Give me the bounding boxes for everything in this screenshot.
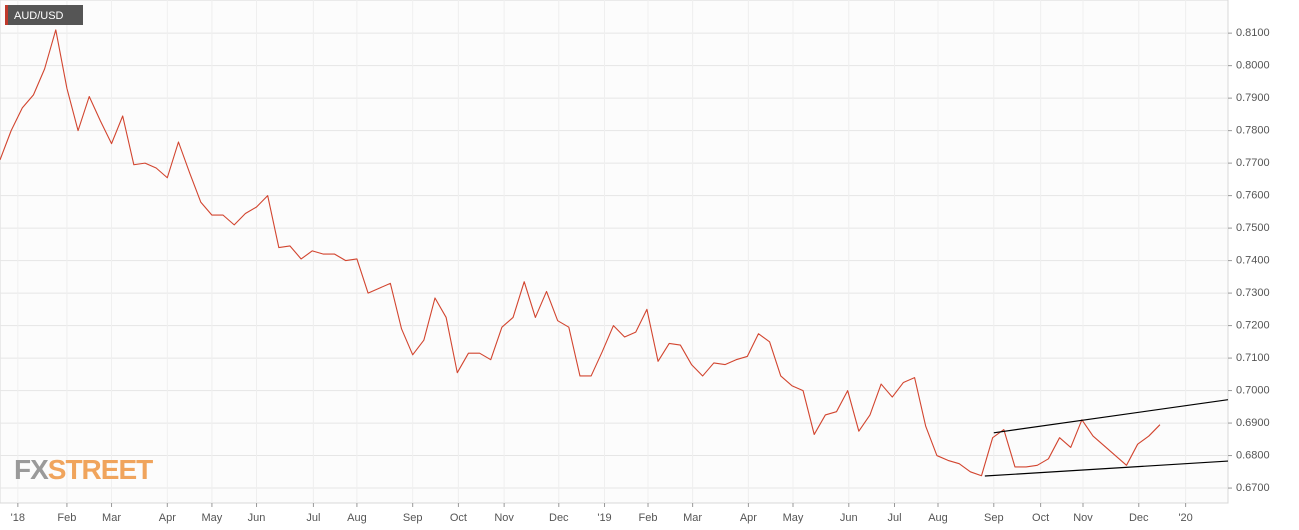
y-tick-label: 0.6800 [1236, 449, 1270, 461]
logo-prefix: FXSTREET [14, 454, 153, 485]
trend-line [993, 399, 1229, 434]
x-tick-label: Mar [683, 512, 702, 524]
x-tick-label: Mar [102, 512, 121, 524]
price-line [0, 29, 1161, 477]
x-tick-label: Nov [1073, 512, 1093, 524]
y-tick-label: 0.7600 [1236, 190, 1270, 202]
x-tick-label: Feb [57, 512, 76, 524]
label-box [5, 5, 83, 25]
y-tick-label: 0.6900 [1236, 417, 1270, 429]
series-label: AUD/USD [5, 5, 83, 25]
x-tick-label: Aug [347, 512, 367, 524]
logo-suffix-text: STREET [48, 454, 153, 485]
y-tick-label: 0.7700 [1236, 157, 1270, 169]
logo: FXSTREET [14, 454, 154, 485]
y-tick-label: 0.7900 [1236, 92, 1270, 104]
x-tick-label: '19 [597, 512, 611, 524]
x-tick-label: Feb [639, 512, 658, 524]
marks [0, 29, 1229, 477]
y-tick-label: 0.6700 [1236, 482, 1270, 494]
x-tick-label: Jun [840, 512, 858, 524]
y-tick-label: 0.8000 [1236, 60, 1270, 72]
x-tick-label: Nov [494, 512, 514, 524]
x-tick-label: '20 [1178, 512, 1192, 524]
y-tick-label: 0.7800 [1236, 125, 1270, 137]
trend-line [984, 460, 1229, 477]
x-tick-label: Sep [984, 512, 1004, 524]
x-tick-label: Apr [159, 512, 176, 524]
grid [0, 0, 1228, 503]
label-accent [5, 5, 8, 25]
y-tick-label: 0.7000 [1236, 384, 1270, 396]
x-tick-label: Apr [740, 512, 757, 524]
x-tick-label: Oct [450, 512, 467, 524]
x-tick-label: Aug [928, 512, 948, 524]
y-tick-label: 0.8100 [1236, 27, 1270, 39]
series-name: AUD/USD [14, 10, 64, 22]
x-tick-label: Dec [1129, 512, 1149, 524]
x-tick-label: Jun [248, 512, 266, 524]
x-tick-label: May [783, 512, 804, 524]
x-tick-label: Sep [403, 512, 423, 524]
plot-area [0, 0, 1229, 504]
x-tick-label: Oct [1032, 512, 1049, 524]
y-tick-label: 0.7300 [1236, 287, 1270, 299]
x-tick-label: Dec [549, 512, 569, 524]
x-tick-label: Jul [887, 512, 901, 524]
y-tick-label: 0.7400 [1236, 255, 1270, 267]
x-tick-label: '18 [11, 512, 25, 524]
y-tick-label: 0.7500 [1236, 222, 1270, 234]
y-tick-label: 0.7200 [1236, 319, 1270, 331]
x-tick-label: May [202, 512, 223, 524]
x-tick-label: Jul [306, 512, 320, 524]
logo-prefix-text: FX [14, 454, 49, 485]
y-tick-label: 0.7100 [1236, 352, 1270, 364]
